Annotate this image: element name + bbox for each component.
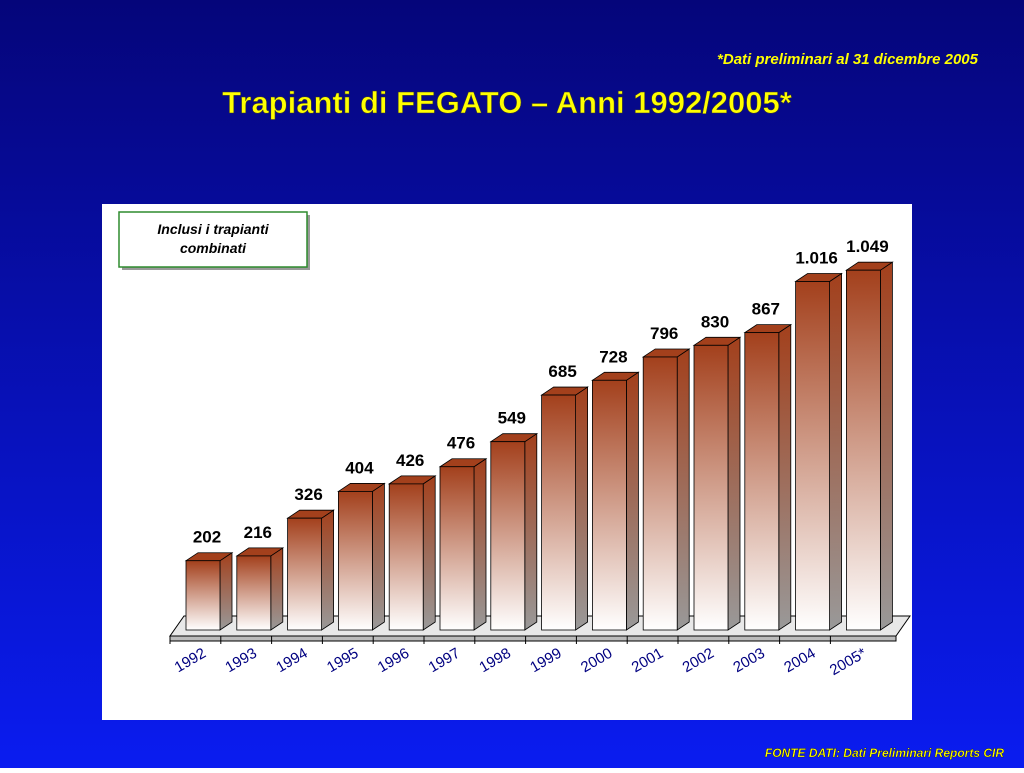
- bar: [490, 441, 526, 631]
- bar-side: [676, 348, 690, 631]
- value-label: 216: [244, 523, 272, 542]
- bar: [287, 517, 323, 631]
- value-label: 1.049: [846, 237, 889, 256]
- bar: [236, 555, 272, 631]
- source: FONTE DATI: Dati Preliminari Reports CIR: [765, 746, 1004, 760]
- bar: [388, 483, 424, 631]
- bar-side: [575, 386, 588, 631]
- bar: [439, 466, 475, 631]
- bar-group: [794, 272, 843, 631]
- bar-side: [473, 457, 487, 631]
- value-label: 685: [548, 362, 576, 381]
- bar-side: [829, 272, 842, 631]
- bar-group: [591, 371, 640, 631]
- bar-group: [438, 457, 488, 631]
- bar: [744, 332, 780, 631]
- bar-group: [235, 547, 285, 631]
- bar: [693, 344, 729, 631]
- bar-group: [337, 482, 386, 631]
- value-label: 426: [396, 451, 424, 470]
- bar-group: [387, 475, 437, 631]
- value-label: 867: [752, 300, 780, 319]
- value-label: 1.016: [795, 249, 838, 268]
- bar: [592, 379, 627, 631]
- bar-side: [321, 509, 335, 631]
- bar-group: [692, 336, 742, 631]
- bar-group: [489, 432, 539, 631]
- bar-side: [778, 323, 792, 631]
- subtitle: *Dati preliminari al 31 dicembre 2005: [717, 51, 979, 68]
- bar-side: [727, 336, 741, 631]
- value-label: 326: [294, 485, 322, 504]
- value-label: 404: [345, 458, 374, 477]
- bar-group: [845, 261, 894, 631]
- bar-side: [219, 551, 233, 631]
- bar-side: [371, 482, 385, 631]
- bar-group: [184, 551, 234, 631]
- value-label: 549: [498, 409, 526, 428]
- value-label: 476: [447, 434, 475, 453]
- bar-group: [540, 386, 589, 631]
- bar: [541, 394, 576, 631]
- bar-side: [270, 547, 284, 631]
- value-label: 202: [193, 528, 221, 547]
- annotation-box: [118, 211, 308, 268]
- bar: [642, 356, 678, 631]
- value-label: 830: [701, 312, 729, 331]
- bar-side: [422, 475, 436, 631]
- bar-group: [743, 323, 793, 631]
- annotation-line: combinati: [180, 240, 247, 256]
- bar-side: [524, 432, 538, 631]
- bar-side: [880, 261, 893, 631]
- bar: [337, 491, 373, 631]
- bar-group: [286, 509, 335, 631]
- bar-group: [641, 348, 691, 631]
- value-label: 796: [650, 324, 678, 343]
- floor-edge: [169, 635, 897, 642]
- bar-side: [626, 371, 639, 631]
- bar: [185, 560, 221, 631]
- bar: [846, 269, 881, 631]
- annotation-line: Inclusi i trapianti: [157, 221, 269, 237]
- chart-title: Trapianti di FEGATO – Anni 1992/2005*: [222, 85, 793, 120]
- bar: [795, 281, 830, 631]
- value-label: 728: [599, 347, 627, 366]
